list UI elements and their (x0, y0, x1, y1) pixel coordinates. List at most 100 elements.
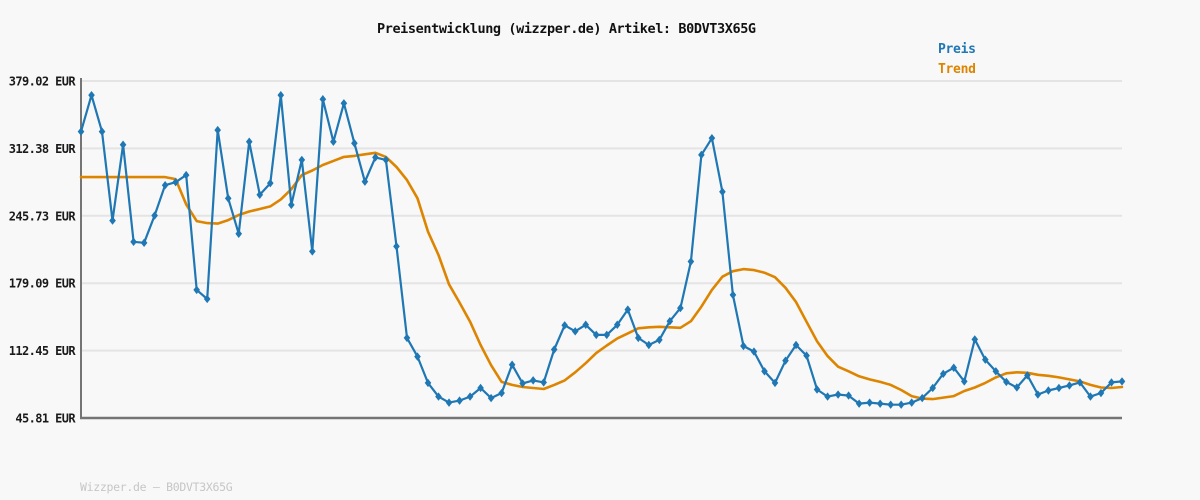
footer-watermark: Wizzper.de — B0DVT3X65G (80, 480, 233, 494)
price-marker (277, 90, 285, 100)
price-marker (498, 388, 505, 398)
price-marker (256, 190, 264, 199)
price-marker (929, 383, 937, 393)
price-marker (182, 170, 190, 180)
price-marker (224, 194, 232, 203)
price-marker (245, 137, 253, 146)
price-marker (740, 341, 747, 351)
price-marker (151, 211, 158, 220)
price-marker (330, 137, 337, 146)
price-marker (992, 367, 1000, 376)
price-marker (1108, 378, 1115, 387)
price-marker (98, 127, 106, 136)
price-marker (140, 238, 148, 248)
price-marker (519, 379, 526, 388)
price-marker (592, 330, 600, 340)
price-marker (971, 335, 979, 344)
price-marker (624, 305, 632, 314)
price-marker (109, 216, 116, 225)
price-marker (582, 320, 590, 329)
price-marker (393, 242, 400, 251)
price-marker (477, 383, 484, 393)
price-marker (508, 360, 516, 369)
y-tick-label: 45.81 EUR (15, 412, 76, 426)
price-marker (1097, 388, 1105, 398)
price-marker (340, 99, 348, 108)
y-tick-label: 112.45 EUR (9, 344, 77, 358)
price-marker (876, 399, 884, 408)
price-marker (761, 367, 768, 376)
price-marker (266, 178, 274, 188)
price-marker (414, 352, 421, 361)
legend-price-label: Preis (938, 42, 976, 57)
price-marker (445, 398, 453, 407)
price-marker (288, 200, 295, 210)
price-marker (161, 180, 169, 190)
price-marker (309, 247, 316, 256)
chart-title: Preisentwicklung (wizzper.de) Artikel: B… (377, 21, 756, 37)
price-marker (950, 363, 958, 372)
price-marker (130, 237, 137, 247)
price-marker (561, 321, 568, 330)
price-marker (1118, 377, 1126, 386)
price-marker (939, 369, 947, 379)
price-marker (960, 377, 968, 386)
price-marker (719, 187, 726, 196)
price-marker (372, 153, 379, 162)
price-marker (1055, 383, 1063, 393)
price-marker (824, 392, 831, 401)
price-marker (918, 393, 926, 403)
price-marker (635, 333, 642, 343)
price-marker (1034, 390, 1042, 399)
price-marker (845, 391, 852, 400)
price-marker (435, 392, 442, 401)
price-marker (771, 378, 779, 388)
price-marker (645, 340, 653, 350)
price-marker (382, 155, 390, 165)
chart-legend: Preis Trend (938, 40, 976, 80)
price-marker (403, 333, 411, 343)
price-marker (456, 396, 463, 405)
price-marker (708, 133, 716, 143)
price-marker (550, 345, 558, 354)
price-marker (834, 390, 842, 399)
y-tick-label: 379.02 EUR (9, 75, 77, 89)
price-marker (792, 340, 800, 350)
price-marker (666, 317, 674, 326)
price-line (79, 94, 1124, 406)
price-marker (529, 376, 537, 385)
price-marker (119, 140, 127, 149)
price-marker (750, 347, 758, 356)
price-marker (866, 398, 873, 407)
price-marker (466, 392, 474, 401)
price-marker (813, 385, 821, 394)
price-marker (782, 356, 789, 365)
legend-trend-label: Trend (938, 62, 976, 77)
price-marker (319, 95, 327, 104)
y-tick-label: 245.73 EUR (9, 209, 77, 223)
price-marker (1013, 383, 1021, 392)
price-marker (897, 400, 905, 409)
price-marker (1087, 392, 1094, 401)
price-marker (613, 320, 621, 329)
y-tick-label: 179.09 EUR (9, 277, 77, 291)
price-marker (1066, 381, 1073, 390)
price-marker (214, 125, 221, 135)
price-marker (603, 330, 611, 340)
price-marker (1045, 386, 1052, 395)
price-marker (803, 351, 810, 360)
price-marker (982, 355, 989, 364)
price-marker (193, 285, 200, 295)
price-marker (855, 399, 863, 408)
price-marker (698, 150, 705, 160)
price-marker (677, 303, 684, 313)
price-marker (571, 327, 579, 336)
price-marker (540, 378, 547, 387)
price-marker (351, 139, 358, 148)
price-marker (729, 290, 737, 300)
price-marker (1003, 377, 1010, 387)
price-marker (687, 257, 695, 266)
price-marker (1024, 371, 1031, 380)
